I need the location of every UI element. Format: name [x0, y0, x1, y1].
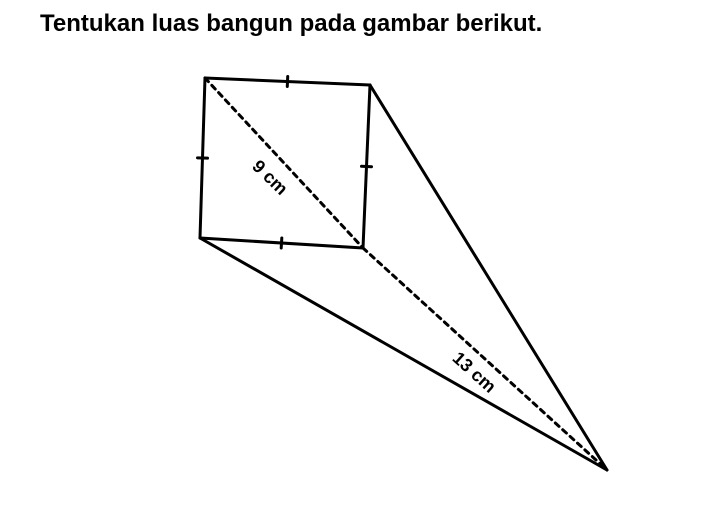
figure-container [175, 60, 625, 490]
geometry-figure [175, 60, 625, 490]
problem-title: Tentukan luas bangun pada gambar berikut… [40, 10, 542, 38]
